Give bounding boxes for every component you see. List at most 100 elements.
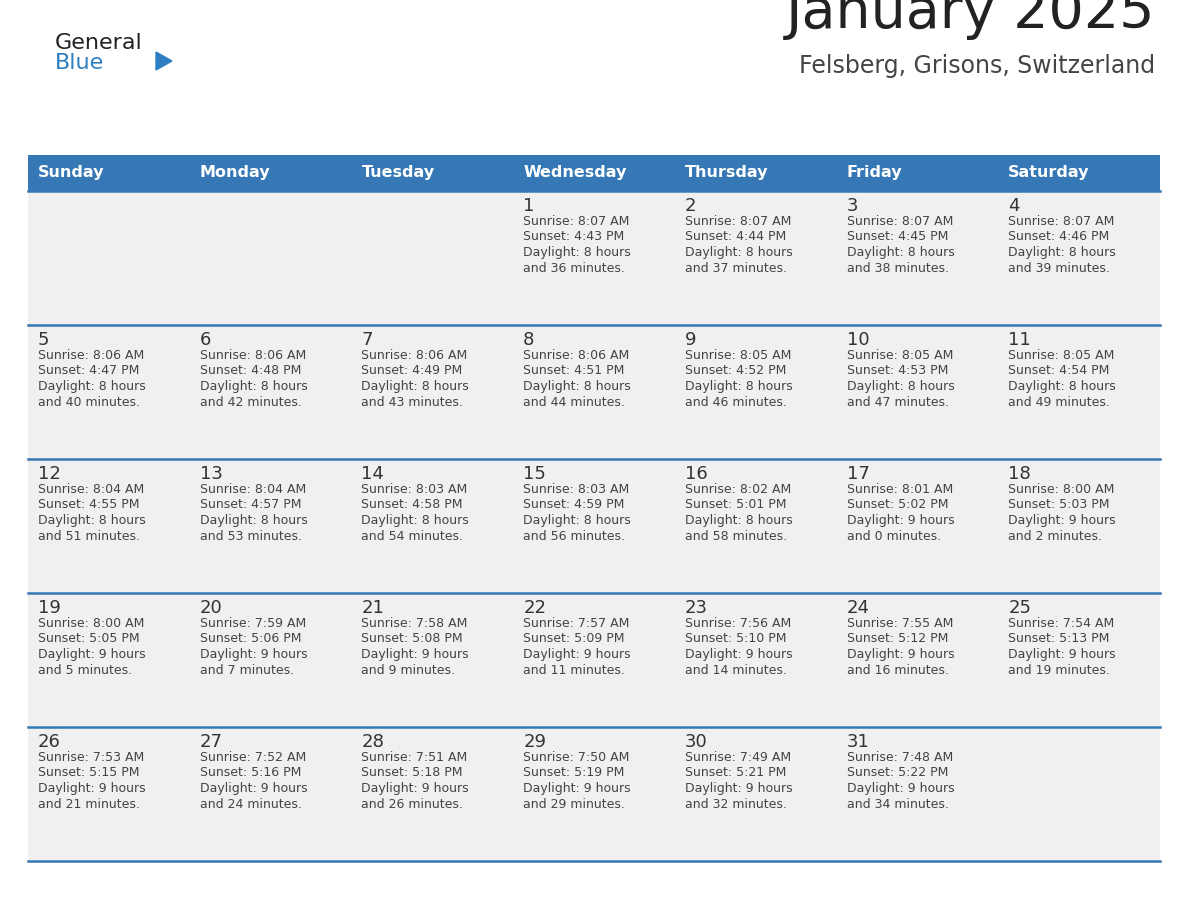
Text: 29: 29 — [523, 733, 546, 751]
Text: Sunset: 4:48 PM: Sunset: 4:48 PM — [200, 364, 301, 377]
Text: Sunrise: 7:53 AM: Sunrise: 7:53 AM — [38, 751, 144, 764]
Text: Sunrise: 8:05 AM: Sunrise: 8:05 AM — [1009, 349, 1114, 362]
Text: Sunset: 4:51 PM: Sunset: 4:51 PM — [523, 364, 625, 377]
Text: Sunset: 5:02 PM: Sunset: 5:02 PM — [847, 498, 948, 511]
Text: Daylight: 8 hours: Daylight: 8 hours — [1009, 380, 1116, 393]
Text: and 21 minutes.: and 21 minutes. — [38, 798, 140, 811]
Text: Daylight: 9 hours: Daylight: 9 hours — [684, 648, 792, 661]
Text: and 36 minutes.: and 36 minutes. — [523, 262, 625, 274]
Text: 13: 13 — [200, 465, 222, 483]
Bar — [190, 727, 352, 861]
Text: 2: 2 — [684, 197, 696, 215]
Text: 20: 20 — [200, 599, 222, 617]
Text: Sunrise: 7:59 AM: Sunrise: 7:59 AM — [200, 617, 307, 630]
Text: General: General — [55, 33, 143, 53]
Text: 30: 30 — [684, 733, 708, 751]
Bar — [513, 155, 675, 191]
Bar — [352, 593, 513, 727]
Text: Sunrise: 7:51 AM: Sunrise: 7:51 AM — [361, 751, 468, 764]
Text: Sunset: 4:57 PM: Sunset: 4:57 PM — [200, 498, 302, 511]
Bar — [352, 459, 513, 593]
Text: and 56 minutes.: and 56 minutes. — [523, 530, 625, 543]
Bar — [29, 325, 190, 459]
Text: Daylight: 9 hours: Daylight: 9 hours — [200, 648, 308, 661]
Bar — [513, 727, 675, 861]
Bar — [513, 191, 675, 325]
Text: Sunrise: 8:06 AM: Sunrise: 8:06 AM — [38, 349, 144, 362]
Bar — [190, 459, 352, 593]
Bar — [513, 325, 675, 459]
Text: Daylight: 8 hours: Daylight: 8 hours — [200, 380, 308, 393]
Bar — [998, 155, 1159, 191]
Text: and 34 minutes.: and 34 minutes. — [847, 798, 948, 811]
Bar — [29, 459, 190, 593]
Bar — [836, 459, 998, 593]
Text: Sunset: 4:49 PM: Sunset: 4:49 PM — [361, 364, 462, 377]
Bar — [836, 325, 998, 459]
Text: 27: 27 — [200, 733, 222, 751]
Text: and 53 minutes.: and 53 minutes. — [200, 530, 302, 543]
Text: Sunset: 5:09 PM: Sunset: 5:09 PM — [523, 633, 625, 645]
Text: and 42 minutes.: and 42 minutes. — [200, 396, 302, 409]
Text: 14: 14 — [361, 465, 384, 483]
Text: Sunset: 4:55 PM: Sunset: 4:55 PM — [38, 498, 139, 511]
Text: Daylight: 9 hours: Daylight: 9 hours — [38, 648, 146, 661]
Bar — [998, 593, 1159, 727]
Text: Sunrise: 8:05 AM: Sunrise: 8:05 AM — [847, 349, 953, 362]
Text: Sunset: 5:12 PM: Sunset: 5:12 PM — [847, 633, 948, 645]
Bar — [836, 593, 998, 727]
Text: Saturday: Saturday — [1009, 165, 1089, 181]
Text: Monday: Monday — [200, 165, 271, 181]
Text: Daylight: 9 hours: Daylight: 9 hours — [1009, 514, 1116, 527]
Text: Daylight: 9 hours: Daylight: 9 hours — [361, 782, 469, 795]
Text: Sunset: 5:16 PM: Sunset: 5:16 PM — [200, 767, 301, 779]
Text: 11: 11 — [1009, 331, 1031, 349]
Text: Sunset: 4:47 PM: Sunset: 4:47 PM — [38, 364, 139, 377]
Text: 17: 17 — [847, 465, 870, 483]
Text: and 14 minutes.: and 14 minutes. — [684, 664, 786, 677]
Text: Daylight: 8 hours: Daylight: 8 hours — [684, 514, 792, 527]
Text: Daylight: 8 hours: Daylight: 8 hours — [523, 514, 631, 527]
Text: 8: 8 — [523, 331, 535, 349]
Bar — [29, 727, 190, 861]
Text: Daylight: 8 hours: Daylight: 8 hours — [847, 380, 954, 393]
Text: Daylight: 9 hours: Daylight: 9 hours — [523, 648, 631, 661]
Bar — [513, 459, 675, 593]
Text: 24: 24 — [847, 599, 870, 617]
Text: Sunset: 5:21 PM: Sunset: 5:21 PM — [684, 767, 786, 779]
Bar — [675, 191, 836, 325]
Text: Sunrise: 7:48 AM: Sunrise: 7:48 AM — [847, 751, 953, 764]
Text: Thursday: Thursday — [684, 165, 769, 181]
Text: Sunrise: 8:06 AM: Sunrise: 8:06 AM — [200, 349, 307, 362]
Text: Sunrise: 8:03 AM: Sunrise: 8:03 AM — [361, 483, 468, 496]
Text: 4: 4 — [1009, 197, 1019, 215]
Text: and 19 minutes.: and 19 minutes. — [1009, 664, 1110, 677]
Text: 5: 5 — [38, 331, 50, 349]
Text: Daylight: 9 hours: Daylight: 9 hours — [847, 514, 954, 527]
Text: and 49 minutes.: and 49 minutes. — [1009, 396, 1110, 409]
Text: and 5 minutes.: and 5 minutes. — [38, 664, 132, 677]
Text: Sunrise: 7:57 AM: Sunrise: 7:57 AM — [523, 617, 630, 630]
Text: Sunset: 4:52 PM: Sunset: 4:52 PM — [684, 364, 786, 377]
Text: Sunrise: 8:06 AM: Sunrise: 8:06 AM — [361, 349, 468, 362]
Text: Sunset: 5:15 PM: Sunset: 5:15 PM — [38, 767, 139, 779]
Text: Sunday: Sunday — [38, 165, 105, 181]
Text: Daylight: 8 hours: Daylight: 8 hours — [361, 380, 469, 393]
Text: 26: 26 — [38, 733, 61, 751]
Text: Sunset: 4:53 PM: Sunset: 4:53 PM — [847, 364, 948, 377]
Text: Sunrise: 8:01 AM: Sunrise: 8:01 AM — [847, 483, 953, 496]
Text: 31: 31 — [847, 733, 870, 751]
Text: 18: 18 — [1009, 465, 1031, 483]
Text: Daylight: 8 hours: Daylight: 8 hours — [200, 514, 308, 527]
Text: 9: 9 — [684, 331, 696, 349]
Bar — [190, 593, 352, 727]
Bar — [29, 593, 190, 727]
Text: Daylight: 9 hours: Daylight: 9 hours — [361, 648, 469, 661]
Text: Sunset: 5:06 PM: Sunset: 5:06 PM — [200, 633, 302, 645]
Text: Sunset: 4:43 PM: Sunset: 4:43 PM — [523, 230, 625, 243]
Text: and 39 minutes.: and 39 minutes. — [1009, 262, 1110, 274]
Text: Sunrise: 7:52 AM: Sunrise: 7:52 AM — [200, 751, 307, 764]
Text: 21: 21 — [361, 599, 384, 617]
Text: Sunset: 4:54 PM: Sunset: 4:54 PM — [1009, 364, 1110, 377]
Text: Sunset: 4:58 PM: Sunset: 4:58 PM — [361, 498, 463, 511]
